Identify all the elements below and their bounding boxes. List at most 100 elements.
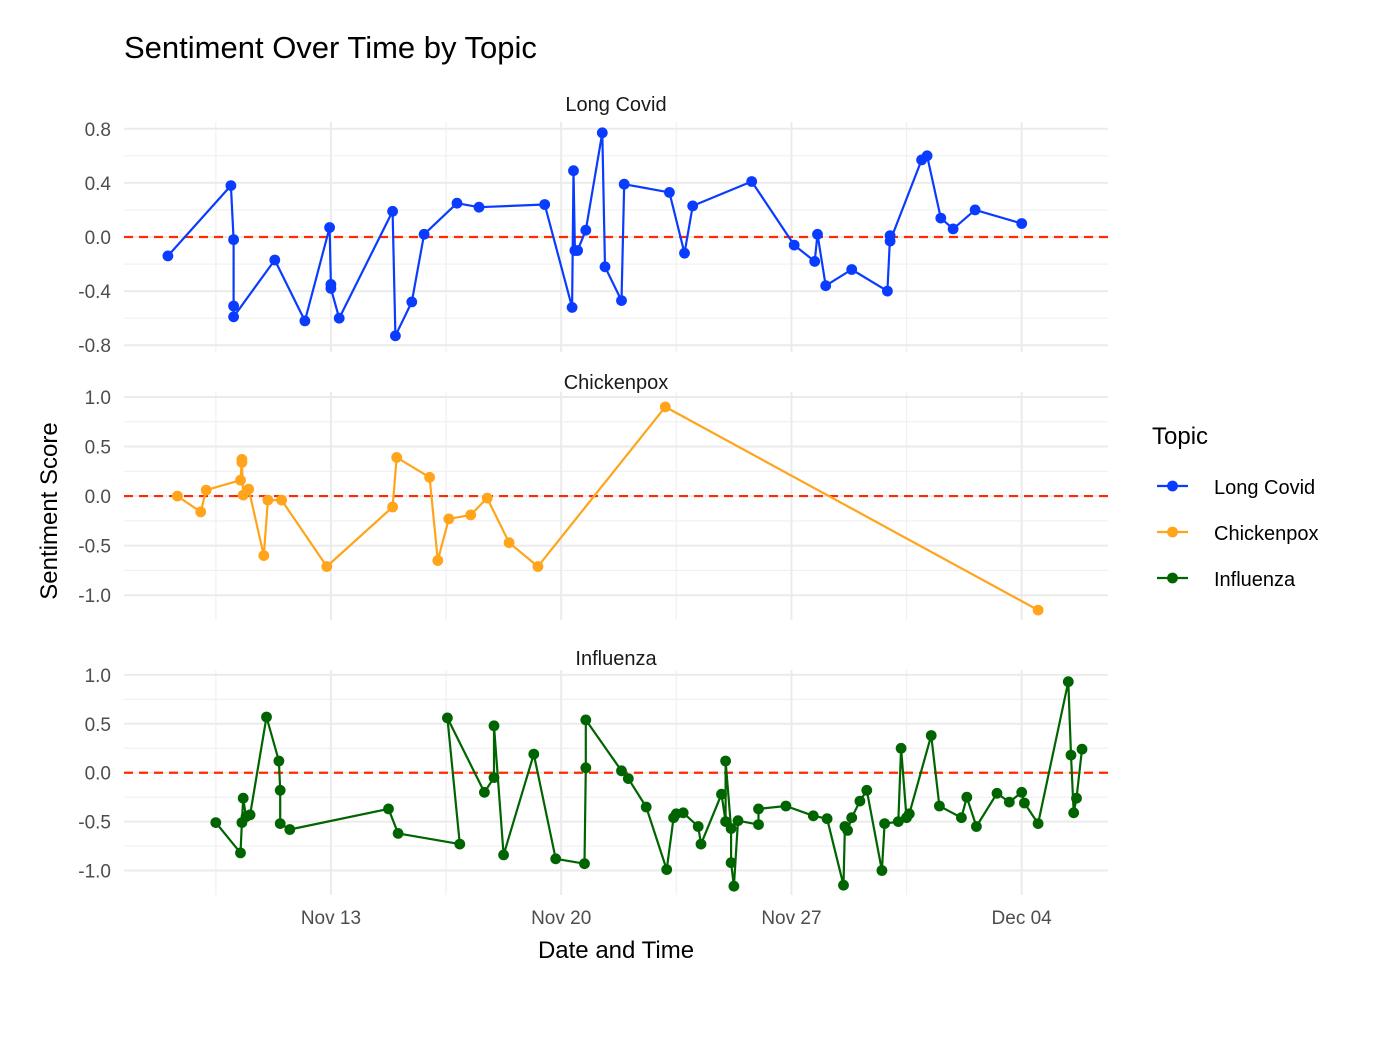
legend-item-chickenpox: Chickenpox <box>1157 523 1319 545</box>
data-point <box>846 264 858 275</box>
data-point <box>258 550 270 561</box>
data-point <box>424 471 435 483</box>
data-point <box>566 302 578 313</box>
data-point <box>956 812 967 824</box>
y-tick-label: -0.8 <box>78 336 111 357</box>
data-point <box>274 784 286 796</box>
data-point <box>321 561 333 572</box>
y-tick-label: 0.5 <box>85 715 111 736</box>
data-point <box>725 823 737 834</box>
data-point <box>172 490 183 502</box>
data-point <box>390 330 401 342</box>
data-point <box>488 720 500 732</box>
data-point <box>488 772 500 783</box>
data-point <box>210 817 222 828</box>
data-point <box>244 809 256 821</box>
data-point <box>237 792 249 804</box>
data-point <box>498 849 509 861</box>
data-point <box>935 212 947 224</box>
data-point <box>284 824 296 835</box>
data-point <box>1065 749 1077 761</box>
panel-chickenpox: Chickenpox 1.0 0.5 0.0 -0.5 -1.0 <box>78 372 1108 620</box>
legend-key-point <box>1167 480 1178 492</box>
data-point <box>262 494 274 506</box>
data-point <box>788 239 800 251</box>
data-point <box>809 256 821 267</box>
data-point <box>579 858 590 870</box>
y-tick-label: -1.0 <box>78 862 111 883</box>
series-line-chickenpox <box>176 405 1039 612</box>
data-point <box>616 295 627 306</box>
data-point <box>969 204 981 216</box>
data-point <box>679 247 690 259</box>
y-tick-label: 1.0 <box>85 666 111 687</box>
data-point <box>235 847 246 859</box>
y-tick-label: 0.0 <box>85 764 111 785</box>
data-point <box>550 853 562 865</box>
data-point <box>753 803 764 815</box>
data-point <box>947 223 959 235</box>
data-point <box>746 176 758 187</box>
data-point <box>387 205 398 217</box>
legend-title: Topic <box>1152 423 1208 450</box>
data-point <box>1019 797 1030 809</box>
data-point <box>473 201 485 213</box>
data-point <box>200 484 212 496</box>
y-tick-label: 0.4 <box>85 174 112 195</box>
data-point <box>225 180 237 192</box>
data-point <box>387 501 398 513</box>
data-point <box>572 245 583 256</box>
data-point <box>903 808 915 820</box>
data-point <box>228 234 240 246</box>
data-point <box>1068 807 1080 819</box>
legend-item-influenza: Influenza <box>1157 569 1296 591</box>
data-point <box>664 187 675 198</box>
data-point <box>991 787 1003 799</box>
data-point <box>532 561 544 572</box>
data-point <box>1032 818 1044 829</box>
legend-label: Influenza <box>1214 569 1296 591</box>
legend-item-long-covid: Long Covid <box>1157 477 1315 499</box>
x-tick-label: Dec 04 <box>992 908 1053 929</box>
data-point <box>503 537 515 549</box>
data-point <box>687 200 699 212</box>
legend-label: Chickenpox <box>1214 523 1319 545</box>
data-point <box>1076 743 1088 755</box>
data-point <box>228 300 240 312</box>
data-point <box>1032 604 1044 616</box>
data-point <box>276 494 287 506</box>
data-point <box>418 228 430 240</box>
data-point <box>692 821 704 832</box>
x-ticks-layer: Nov 13 Nov 20 Nov 27 Dec 04 <box>301 908 1052 929</box>
data-point <box>243 483 255 495</box>
data-point <box>807 810 819 822</box>
data-point <box>622 773 634 784</box>
data-point <box>406 296 418 308</box>
data-point <box>274 818 286 829</box>
data-point <box>921 150 933 162</box>
data-point <box>884 235 896 247</box>
series-line-influenza <box>214 680 1084 888</box>
data-point <box>780 800 792 812</box>
data-point <box>720 755 731 767</box>
data-point <box>882 285 893 297</box>
data-point <box>925 730 937 741</box>
data-point <box>528 748 540 760</box>
data-point <box>235 474 246 486</box>
data-point <box>481 492 493 504</box>
legend-label: Long Covid <box>1214 477 1315 499</box>
data-point <box>677 807 689 819</box>
data-point <box>846 812 858 824</box>
panel-influenza: Influenza 1.0 0.5 0.0 -0.5 -1.0 <box>78 648 1108 895</box>
data-point <box>333 312 345 324</box>
legend-layer: Long Covid Chickenpox Influenza <box>1157 477 1319 591</box>
y-tick-label: 0.0 <box>85 228 111 249</box>
data-point <box>392 828 404 839</box>
data-point <box>659 401 671 413</box>
y-axis-label: Sentiment Score <box>36 422 63 599</box>
data-point <box>1016 218 1028 229</box>
data-point <box>195 506 207 518</box>
data-point <box>879 818 890 829</box>
